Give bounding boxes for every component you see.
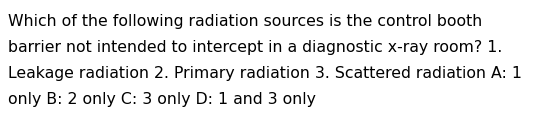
Text: Leakage radiation 2. Primary radiation 3. Scattered radiation A: 1: Leakage radiation 2. Primary radiation 3… <box>8 66 522 81</box>
Text: only B: 2 only C: 3 only D: 1 and 3 only: only B: 2 only C: 3 only D: 1 and 3 only <box>8 92 316 107</box>
Text: Which of the following radiation sources is the control booth: Which of the following radiation sources… <box>8 14 482 29</box>
Text: barrier not intended to intercept in a diagnostic x-ray room? 1.: barrier not intended to intercept in a d… <box>8 40 502 55</box>
